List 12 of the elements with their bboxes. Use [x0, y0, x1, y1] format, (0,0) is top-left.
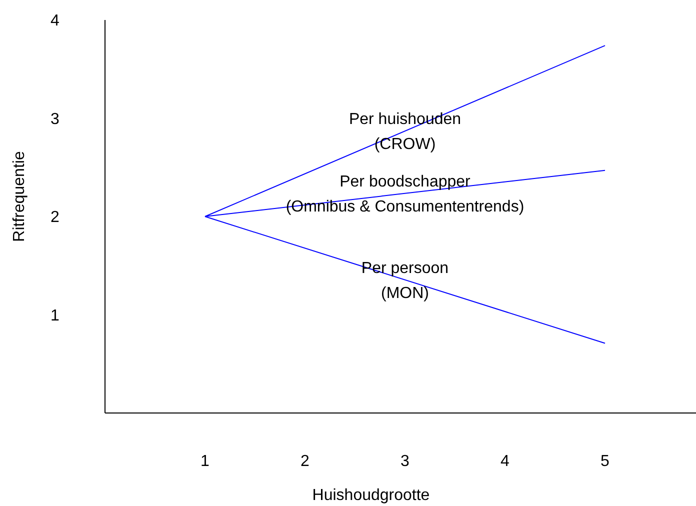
y-tick-label: 3: [50, 110, 60, 128]
y-tick-label: 2: [50, 209, 60, 226]
y-axis-title: Ritfrequentie: [11, 151, 28, 242]
x-tick-label: 3: [400, 453, 410, 470]
y-tick-label: 1: [50, 307, 60, 324]
x-tick-label: 5: [600, 453, 610, 470]
series-label: Per boodschapper (Omnibus & Consumententrends): [286, 174, 524, 216]
x-tick-label: 2: [300, 453, 310, 470]
x-tick-label: 4: [500, 453, 510, 470]
y-tick-label: 4: [50, 12, 60, 30]
x-tick-label: 1: [200, 453, 210, 470]
x-axis-title: Huishoudgrootte: [312, 487, 430, 504]
